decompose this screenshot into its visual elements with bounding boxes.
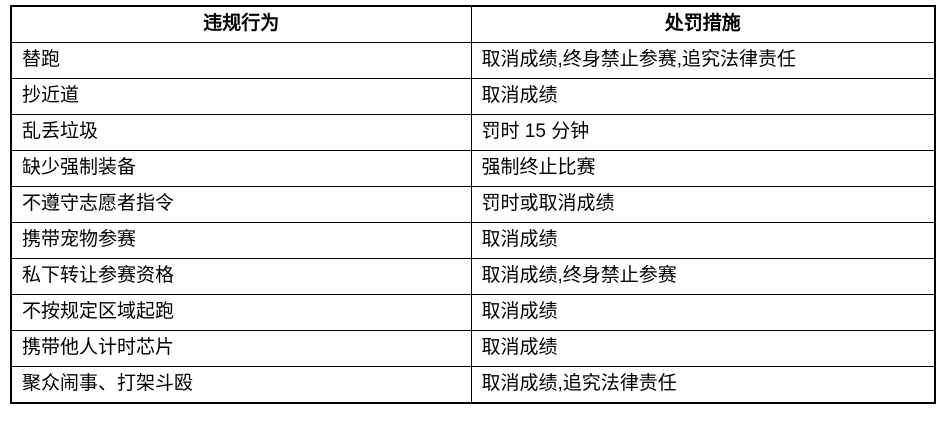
penalty-cell: 强制终止比赛 <box>470 150 936 187</box>
violation-cell: 携带宠物参赛 <box>10 222 472 259</box>
penalty-cell: 取消成绩 <box>470 294 936 331</box>
penalty-cell: 取消成绩,终身禁止参赛 <box>470 258 936 295</box>
table-row: 携带宠物参赛 取消成绩 <box>10 222 936 259</box>
violation-cell: 携带他人计时芯片 <box>10 330 472 367</box>
table-header-row: 违规行为 处罚措施 <box>10 5 936 43</box>
header-violation: 违规行为 <box>10 5 472 43</box>
penalty-cell: 取消成绩 <box>470 78 936 115</box>
violation-cell: 替跑 <box>10 42 472 79</box>
violation-cell: 私下转让参赛资格 <box>10 258 472 295</box>
penalty-cell: 取消成绩 <box>470 222 936 259</box>
violation-cell: 抄近道 <box>10 78 472 115</box>
penalty-table: 违规行为 处罚措施 替跑 取消成绩,终身禁止参赛,追究法律责任 抄近道 取消成绩… <box>10 5 936 404</box>
table-row: 私下转让参赛资格 取消成绩,终身禁止参赛 <box>10 258 936 295</box>
table-row: 乱丢垃圾 罚时 15 分钟 <box>10 114 936 151</box>
penalty-cell: 取消成绩,终身禁止参赛,追究法律责任 <box>470 42 936 79</box>
violation-cell: 不遵守志愿者指令 <box>10 186 472 223</box>
penalty-table-container: 违规行为 处罚措施 替跑 取消成绩,终身禁止参赛,追究法律责任 抄近道 取消成绩… <box>10 5 936 404</box>
penalty-cell: 取消成绩 <box>470 330 936 367</box>
penalty-cell: 罚时或取消成绩 <box>470 186 936 223</box>
violation-cell: 聚众闹事、打架斗殴 <box>10 366 472 404</box>
header-penalty: 处罚措施 <box>470 5 936 43</box>
violation-cell: 不按规定区域起跑 <box>10 294 472 331</box>
penalty-cell: 罚时 15 分钟 <box>470 114 936 151</box>
table-row: 聚众闹事、打架斗殴 取消成绩,追究法律责任 <box>10 366 936 404</box>
table-row: 抄近道 取消成绩 <box>10 78 936 115</box>
penalty-cell: 取消成绩,追究法律责任 <box>470 366 936 404</box>
table-row: 不遵守志愿者指令 罚时或取消成绩 <box>10 186 936 223</box>
table-row: 不按规定区域起跑 取消成绩 <box>10 294 936 331</box>
table-row: 替跑 取消成绩,终身禁止参赛,追究法律责任 <box>10 42 936 79</box>
violation-cell: 乱丢垃圾 <box>10 114 472 151</box>
table-row: 缺少强制装备 强制终止比赛 <box>10 150 936 187</box>
table-row: 携带他人计时芯片 取消成绩 <box>10 330 936 367</box>
violation-cell: 缺少强制装备 <box>10 150 472 187</box>
